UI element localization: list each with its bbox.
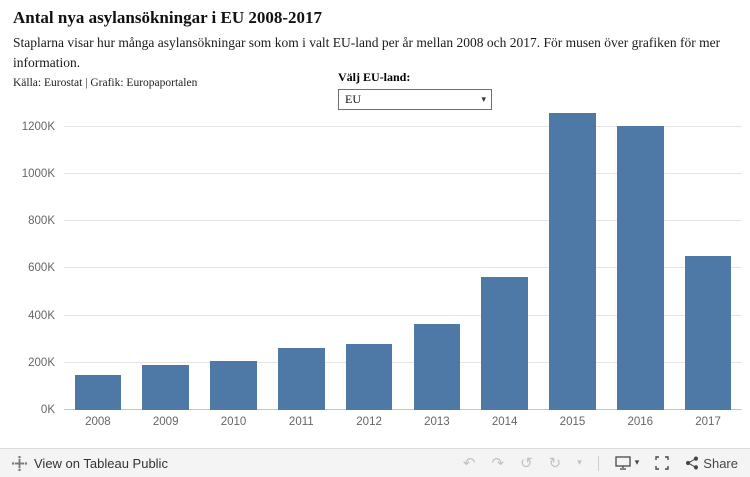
y-tick-label: 1000K bbox=[21, 167, 55, 180]
x-tick-label: 2014 bbox=[491, 416, 518, 428]
bar-slot bbox=[539, 110, 607, 410]
share-label: Share bbox=[703, 455, 738, 471]
bar-2010[interactable] bbox=[210, 361, 257, 410]
bar-slot bbox=[200, 110, 268, 410]
toolbar-actions: ↶ ↷ ↺ ↻ ▾ ▾ bbox=[462, 453, 738, 472]
x-tick-label: 2017 bbox=[695, 416, 721, 428]
toolbar-divider bbox=[597, 455, 599, 471]
bar-chart: 0K 200K 400K 600K 800K 1000K 1200K bbox=[12, 110, 742, 416]
y-tick-label: 200K bbox=[28, 356, 55, 369]
download-button[interactable]: ▾ bbox=[615, 456, 640, 470]
download-caret-icon: ▾ bbox=[634, 458, 640, 468]
x-tick-label: 2015 bbox=[559, 416, 586, 428]
undo-icon[interactable]: ↶ bbox=[462, 453, 476, 472]
bar-2016[interactable] bbox=[616, 125, 664, 410]
bar-slot bbox=[606, 110, 674, 410]
bar-slot bbox=[64, 110, 132, 410]
chart-subtitle: Staplarna visar hur många asylansökninga… bbox=[13, 35, 721, 71]
bar-2014[interactable] bbox=[481, 277, 529, 410]
x-tick-label: 2016 bbox=[627, 416, 654, 428]
x-axis: 2008 2009 2010 2011 2012 2013 2014 2015 2016 2017 bbox=[64, 416, 742, 436]
fullscreen-icon[interactable] bbox=[655, 456, 669, 470]
source-credit: Källa: Eurostat | Grafik: Europaportalen bbox=[13, 76, 198, 89]
chevron-down-icon: ▾ bbox=[481, 94, 486, 105]
bar-2013[interactable] bbox=[413, 323, 461, 410]
bar-slot bbox=[132, 110, 200, 410]
bar-2017[interactable] bbox=[684, 255, 732, 410]
bar-slot bbox=[471, 110, 539, 410]
bar-2008[interactable] bbox=[74, 374, 122, 410]
revert-icon[interactable]: ↺ bbox=[520, 453, 533, 472]
bar-2011[interactable] bbox=[277, 347, 325, 410]
y-axis: 0K 200K 400K 600K 800K 1000K 1200K bbox=[12, 110, 64, 416]
tableau-toolbar: View on Tableau Public ↶ ↷ ↺ ↻ ▾ ▾ bbox=[0, 448, 750, 477]
x-tick-label: 2012 bbox=[356, 416, 382, 428]
share-icon bbox=[685, 456, 699, 470]
gridline bbox=[64, 220, 742, 222]
download-icon bbox=[615, 456, 631, 470]
country-select-value: EU bbox=[345, 92, 361, 106]
filter-label: Välj EU-land: bbox=[338, 70, 411, 84]
view-on-tableau-label: View on Tableau Public bbox=[34, 455, 168, 471]
country-filter: Välj EU-land: EU ▾ bbox=[338, 70, 492, 110]
gridline bbox=[64, 314, 742, 316]
refresh-icon[interactable]: ↻ bbox=[548, 453, 562, 472]
chart-header: Antal nya asylansökningar i EU 2008-2017… bbox=[13, 8, 727, 89]
bar-slot bbox=[267, 110, 335, 410]
bar-slot bbox=[403, 110, 471, 410]
bar-2012[interactable] bbox=[345, 344, 393, 410]
y-tick-label: 600K bbox=[28, 262, 55, 275]
gridline bbox=[64, 125, 742, 127]
bar-2009[interactable] bbox=[142, 364, 190, 410]
x-tick-label: 2008 bbox=[85, 416, 111, 428]
redo-icon[interactable]: ↷ bbox=[491, 453, 505, 472]
gridline bbox=[64, 361, 742, 363]
bar-slot bbox=[674, 110, 742, 410]
gridline bbox=[64, 172, 742, 174]
country-select[interactable]: EU ▾ bbox=[338, 89, 492, 110]
view-on-tableau-link[interactable]: View on Tableau Public bbox=[12, 455, 168, 471]
toolbar-caret-icon[interactable]: ▾ bbox=[577, 457, 582, 468]
x-tick-label: 2010 bbox=[220, 416, 247, 428]
gridline bbox=[64, 409, 742, 410]
tableau-logo-icon bbox=[12, 455, 27, 471]
y-tick-label: 1200K bbox=[21, 120, 55, 133]
x-tick-label: 2011 bbox=[288, 416, 314, 428]
bar-slot bbox=[335, 110, 403, 410]
plot-area bbox=[64, 110, 742, 410]
y-tick-label: 800K bbox=[28, 215, 55, 228]
x-tick-label: 2013 bbox=[424, 416, 450, 428]
x-tick-label: 2009 bbox=[152, 416, 179, 428]
page-title: Antal nya asylansökningar i EU 2008-2017 bbox=[13, 8, 323, 27]
bar-2015[interactable] bbox=[549, 113, 596, 410]
gridline bbox=[64, 267, 742, 269]
y-tick-label: 0K bbox=[40, 404, 55, 416]
y-tick-label: 400K bbox=[28, 309, 55, 322]
share-button[interactable]: Share bbox=[685, 456, 738, 471]
